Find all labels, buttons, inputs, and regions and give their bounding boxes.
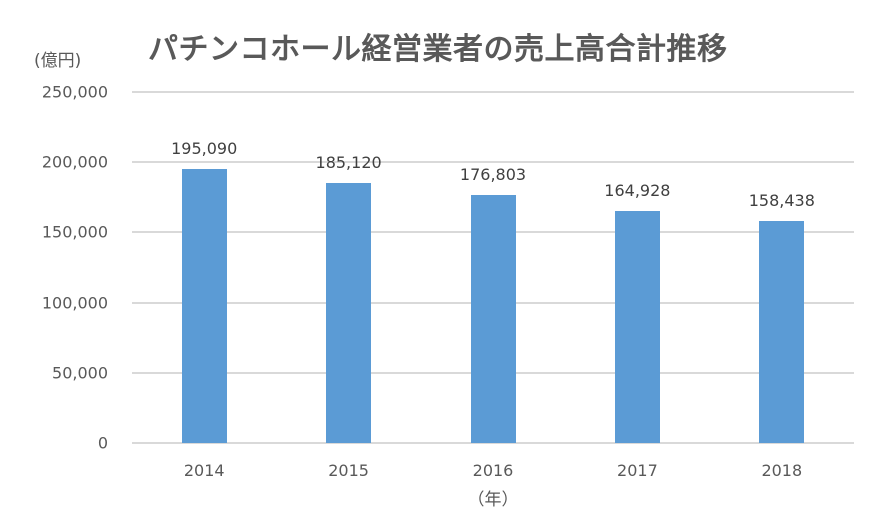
x-axis-label: （年）	[467, 490, 519, 510]
bar-2018	[759, 220, 805, 443]
gridline	[132, 161, 854, 164]
chart-title: パチンコホール経営業者の売上高合計推移	[148, 32, 728, 67]
y-tick-label: 50,000	[52, 363, 108, 383]
bar-2014	[181, 169, 227, 443]
bar-2015	[326, 183, 372, 443]
bar-2017	[614, 211, 660, 443]
gridline	[132, 91, 854, 93]
x-tick-label: 2014	[183, 461, 225, 480]
y-tick-label: 100,000	[41, 293, 108, 313]
y-axis-unit-label: (億円)	[34, 51, 82, 71]
data-label: 195,090	[171, 139, 238, 159]
data-label: 185,120	[315, 153, 382, 173]
x-tick-label: 2018	[761, 461, 803, 480]
x-tick-label: 2015	[328, 461, 369, 480]
x-tick-label: 2017	[617, 461, 658, 480]
y-tick-label: 200,000	[41, 152, 108, 172]
y-tick-label: 0	[97, 433, 108, 453]
data-label: 176,803	[459, 164, 527, 184]
bar-2016	[470, 194, 516, 443]
y-tick-label: 150,000	[41, 222, 108, 242]
data-label: 158,438	[748, 190, 815, 210]
x-tick-label: 2016	[472, 461, 514, 480]
data-label: 164,928	[604, 181, 671, 201]
y-tick-label: 250,000	[41, 82, 108, 102]
gridline	[132, 442, 854, 444]
